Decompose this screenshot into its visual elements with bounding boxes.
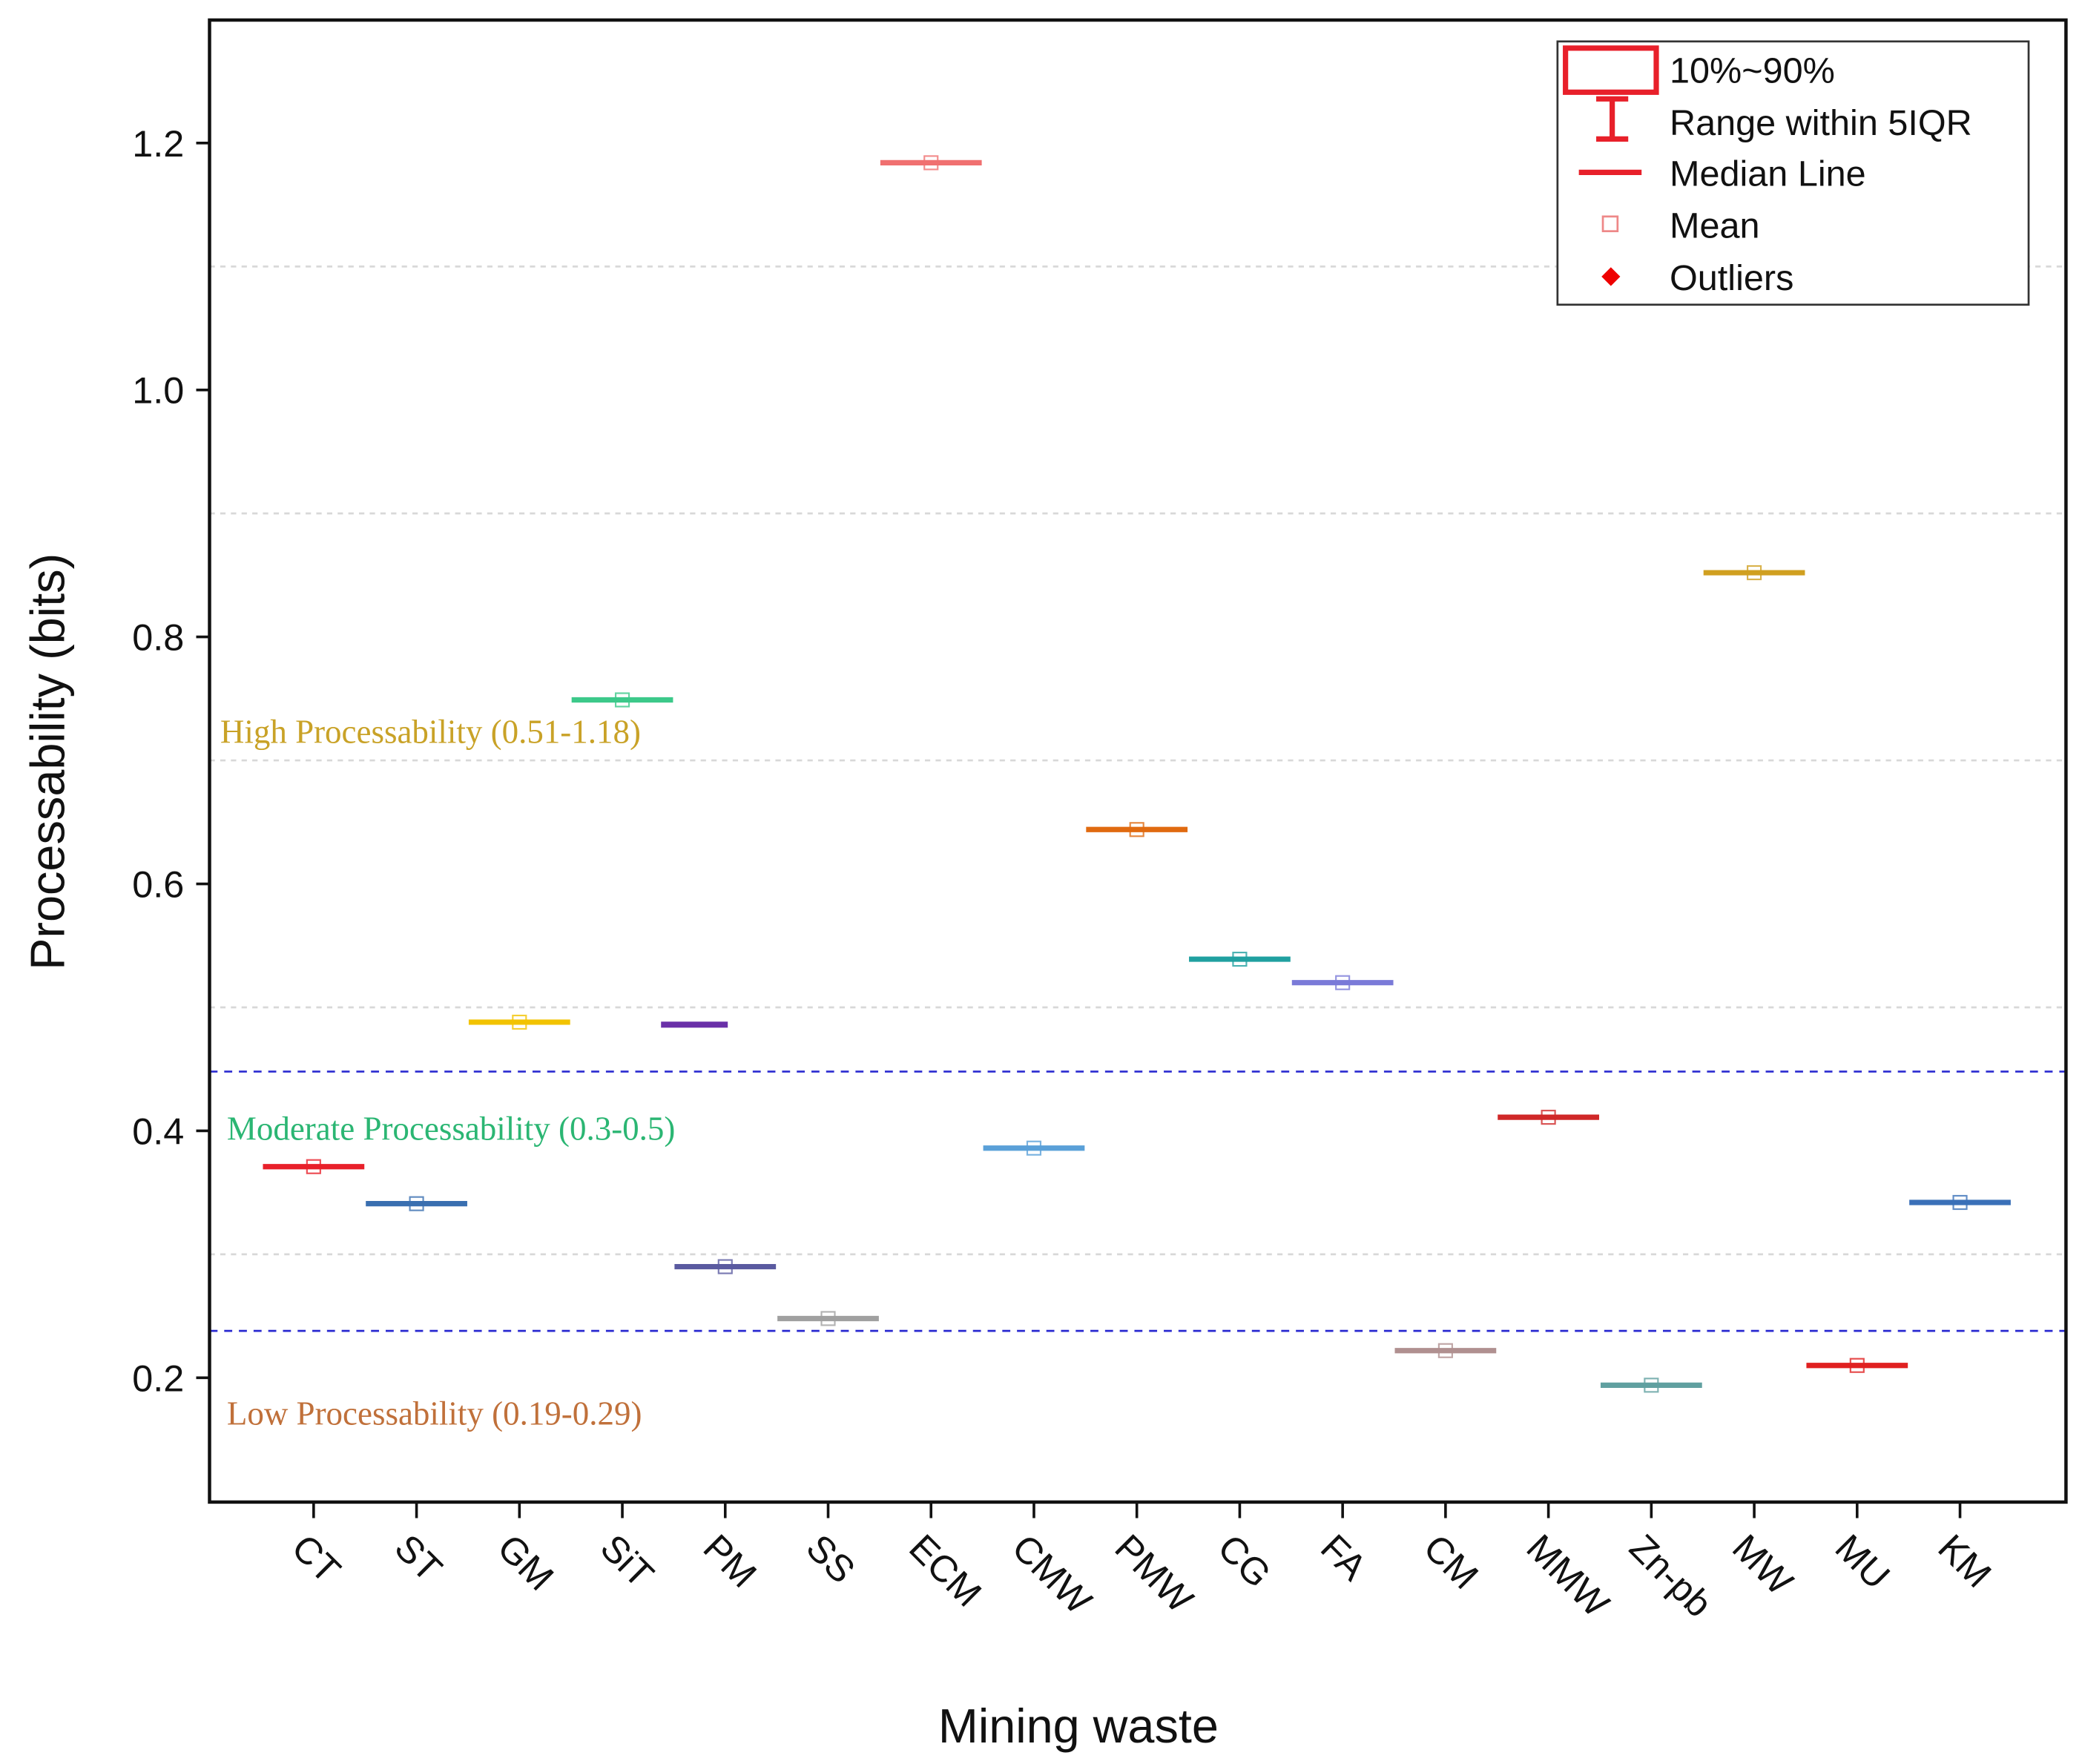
legend-label-whisker: Range within 5IQR bbox=[1670, 103, 1972, 143]
mean-marker bbox=[1952, 1194, 1968, 1211]
legend-label-box: 10%~90% bbox=[1670, 51, 1835, 91]
y-tick-label: 0.8 bbox=[132, 616, 184, 659]
mean-marker bbox=[1747, 565, 1762, 581]
x-tick-label: Zn-pb bbox=[1621, 1526, 1720, 1625]
mean-marker bbox=[717, 1259, 733, 1274]
x-tick-label: FA bbox=[1313, 1526, 1375, 1588]
mean-marker bbox=[1335, 975, 1351, 990]
x-axis: CT ST GM SiT PM SS ECM CMW PMW CG FA CM MMW Zn-pb MW MU… bbox=[284, 1501, 2000, 1625]
legend-outlier-icon bbox=[1601, 267, 1621, 286]
x-tick-label: CT bbox=[284, 1526, 349, 1591]
annotation-high: High Processability (0.51-1.18) bbox=[220, 714, 641, 751]
data-marks bbox=[263, 155, 2011, 1393]
mean-marker bbox=[1129, 822, 1144, 837]
y-tick-label: 0.6 bbox=[132, 863, 184, 906]
y-axis: 0.2 0.4 0.6 0.8 1.0 1.2 bbox=[132, 122, 210, 1399]
x-tick-label: KM bbox=[1930, 1526, 2000, 1596]
x-axis-label: Mining waste bbox=[938, 1699, 1219, 1753]
x-tick-label: MW bbox=[1724, 1526, 1802, 1603]
x-tick-label: CMW bbox=[1004, 1526, 1101, 1622]
mean-marker bbox=[306, 1159, 321, 1174]
x-tick-label: ST bbox=[386, 1526, 450, 1590]
annotation-low: Low Processability (0.19-0.29) bbox=[227, 1395, 642, 1432]
mean-marker bbox=[923, 155, 939, 171]
mean-marker bbox=[1849, 1357, 1865, 1373]
y-tick-label: 0.2 bbox=[132, 1357, 184, 1399]
x-tick-label: CM bbox=[1416, 1526, 1487, 1597]
mean-marker bbox=[1644, 1378, 1659, 1393]
legend-whisker-icon bbox=[1596, 96, 1629, 142]
x-tick-label: ECM bbox=[901, 1526, 989, 1615]
x-tick-label: MU bbox=[1828, 1526, 1899, 1597]
legend-box-icon bbox=[1563, 45, 1659, 95]
y-axis-label: Processability (bits) bbox=[20, 553, 74, 970]
legend-label-mean: Mean bbox=[1670, 206, 1760, 246]
x-tick-label: SiT bbox=[593, 1526, 662, 1596]
mean-marker bbox=[614, 692, 630, 708]
legend: 10%~90% Range within 5IQR Median Line Me… bbox=[1556, 40, 2030, 306]
legend-label-median: Median Line bbox=[1670, 154, 1866, 194]
y-tick-label: 1.0 bbox=[132, 369, 184, 412]
mean-marker bbox=[1437, 1343, 1453, 1358]
gridlines bbox=[209, 265, 2066, 1256]
mean-marker bbox=[1232, 951, 1248, 967]
x-tick-label: GM bbox=[490, 1526, 562, 1599]
mean-marker bbox=[820, 1311, 836, 1326]
legend-label-outliers: Outliers bbox=[1670, 258, 1793, 298]
annotation-moderate: Moderate Processability (0.3-0.5) bbox=[227, 1110, 675, 1148]
mean-marker bbox=[1541, 1110, 1556, 1125]
x-tick-label: PM bbox=[696, 1526, 765, 1596]
mean-marker bbox=[1026, 1140, 1042, 1156]
x-tick-label: SS bbox=[798, 1526, 863, 1591]
legend-frame bbox=[1556, 40, 2030, 306]
mean-marker bbox=[409, 1196, 424, 1211]
x-tick-label: MMW bbox=[1518, 1526, 1618, 1625]
legend-mean-icon bbox=[1601, 215, 1619, 233]
x-tick-label: PMW bbox=[1107, 1526, 1202, 1621]
threshold-lines bbox=[209, 1070, 2066, 1332]
mean-marker bbox=[512, 1014, 527, 1030]
y-tick-label: 0.4 bbox=[132, 1110, 184, 1152]
y-tick-label: 1.2 bbox=[132, 122, 184, 165]
x-tick-label: CG bbox=[1210, 1526, 1279, 1596]
